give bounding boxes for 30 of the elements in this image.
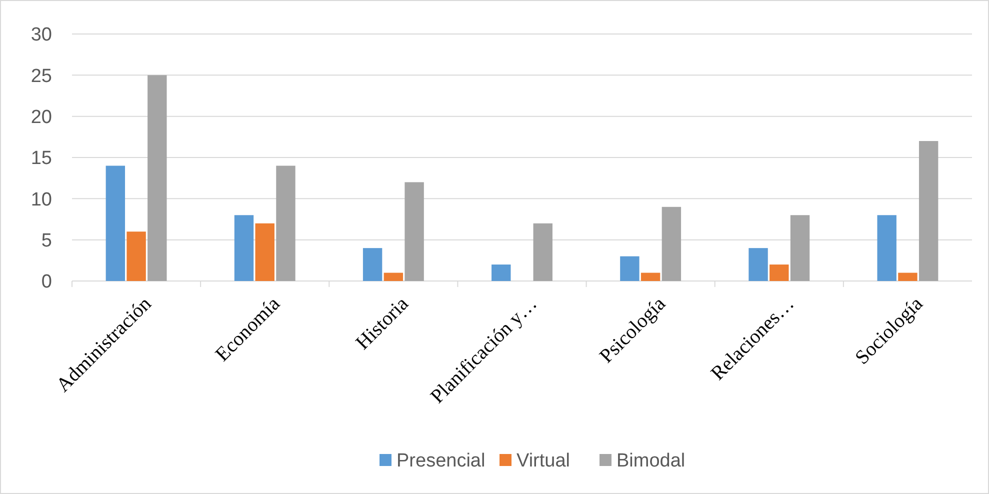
legend-label: Bimodal <box>616 450 686 472</box>
bar <box>748 248 768 281</box>
y-tick-label: 20 <box>30 106 52 128</box>
bar <box>918 141 938 281</box>
bar <box>404 182 424 281</box>
bar <box>362 248 382 281</box>
bar <box>790 215 810 281</box>
bar <box>234 215 254 281</box>
y-tick-label: 0 <box>41 272 52 293</box>
bar <box>877 215 896 281</box>
bar <box>492 264 511 281</box>
bar <box>276 166 296 281</box>
bar <box>126 232 146 281</box>
bar <box>384 272 404 281</box>
y-tick-label: 30 <box>30 24 52 46</box>
bar <box>148 75 167 281</box>
bar <box>106 166 126 281</box>
bar <box>770 264 789 281</box>
bar <box>255 223 274 281</box>
bar <box>620 256 640 281</box>
bar <box>898 272 918 281</box>
legend-label: Virtual <box>516 450 570 472</box>
bar <box>640 272 660 281</box>
legend-label: Presencial <box>396 450 486 472</box>
bar <box>662 206 682 281</box>
y-tick-label: 5 <box>41 230 52 252</box>
y-tick-label: 15 <box>30 148 52 170</box>
y-tick-label: 10 <box>30 189 52 210</box>
y-tick-label: 25 <box>30 66 52 87</box>
bar <box>533 223 552 281</box>
